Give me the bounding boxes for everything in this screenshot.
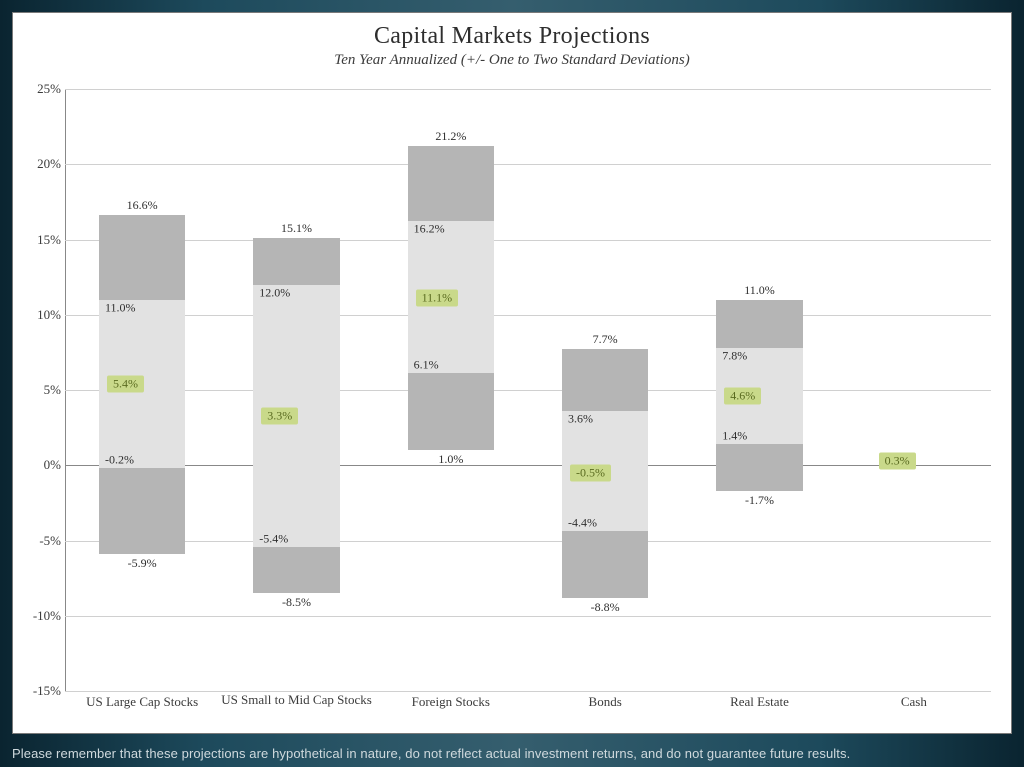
y-tick-label: 20% <box>19 156 61 172</box>
gridline <box>65 315 991 316</box>
value-label: -5.9% <box>128 556 157 571</box>
gridline <box>65 164 991 165</box>
value-label: 3.6% <box>568 412 593 427</box>
value-label: 11.0% <box>744 283 775 300</box>
category-label: Cash <box>837 691 991 729</box>
gridline <box>65 390 991 391</box>
value-label: 7.7% <box>593 332 618 349</box>
value-label: 15.1% <box>281 221 312 238</box>
plot-area: -15%-10%-5%0%5%10%15%20%25%16.6%-5.9%11.… <box>51 89 991 729</box>
gridline <box>65 89 991 90</box>
category-label: US Small to Mid Cap Stocks <box>219 691 373 729</box>
value-label: -4.4% <box>568 516 597 531</box>
y-tick-label: -5% <box>19 533 61 549</box>
y-tick-label: 10% <box>19 307 61 323</box>
value-label: 1.4% <box>722 429 747 444</box>
value-label: 12.0% <box>259 285 290 300</box>
titles-block: Capital Markets Projections Ten Year Ann… <box>13 13 1011 69</box>
disclaimer-text: Please remember that these projections a… <box>12 746 1012 761</box>
mean-badge: 11.1% <box>416 290 459 307</box>
y-tick-label: -15% <box>19 683 61 699</box>
value-label: 7.8% <box>722 348 747 363</box>
value-label: 1.0% <box>438 452 463 467</box>
y-tick-label: 0% <box>19 457 61 473</box>
gridline <box>65 616 991 617</box>
gridline <box>65 465 991 466</box>
value-label: 16.2% <box>414 222 445 237</box>
chart-card: Capital Markets Projections Ten Year Ann… <box>12 12 1012 734</box>
mean-badge: 0.3% <box>879 452 916 469</box>
value-label: 6.1% <box>414 358 439 373</box>
gridline <box>65 541 991 542</box>
value-label: 16.6% <box>127 198 158 215</box>
value-label: -8.5% <box>282 595 311 610</box>
category-label: Bonds <box>528 691 682 729</box>
y-tick-label: 5% <box>19 382 61 398</box>
chart-subtitle: Ten Year Annualized (+/- One to Two Stan… <box>13 52 1011 69</box>
value-label: -1.7% <box>745 493 774 508</box>
mean-badge: 4.6% <box>724 388 761 405</box>
y-tick-label: 25% <box>19 81 61 97</box>
mean-badge: -0.5% <box>570 464 611 481</box>
mean-badge: 5.4% <box>107 375 144 392</box>
y-tick-label: -10% <box>19 608 61 624</box>
gridline <box>65 240 991 241</box>
value-label: 21.2% <box>435 129 466 146</box>
y-tick-label: 15% <box>19 232 61 248</box>
category-label: Foreign Stocks <box>374 691 528 729</box>
outer-frame: Capital Markets Projections Ten Year Ann… <box>0 0 1024 767</box>
plot-canvas: -15%-10%-5%0%5%10%15%20%25%16.6%-5.9%11.… <box>51 89 991 729</box>
value-label: 11.0% <box>105 300 136 315</box>
chart-title: Capital Markets Projections <box>13 23 1011 50</box>
value-label: -5.4% <box>259 531 288 546</box>
category-label: Real Estate <box>682 691 836 729</box>
mean-badge: 3.3% <box>261 407 298 424</box>
category-label: US Large Cap Stocks <box>65 691 219 729</box>
value-label: -8.8% <box>591 600 620 615</box>
value-label: -0.2% <box>105 453 134 468</box>
